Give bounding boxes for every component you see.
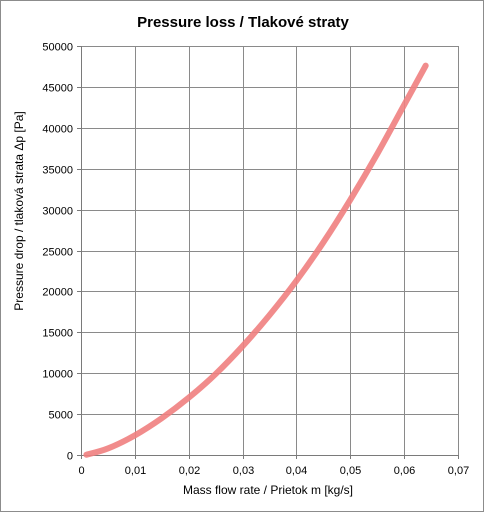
y-tick-label: 20000 bbox=[42, 287, 73, 299]
axes bbox=[77, 46, 459, 459]
x-tick-label: 0,04 bbox=[286, 465, 307, 477]
y-tick-label: 5000 bbox=[49, 410, 73, 422]
x-tick-label: 0 bbox=[78, 465, 84, 477]
y-tick-label: 30000 bbox=[42, 206, 73, 218]
y-tick-label: 50000 bbox=[42, 42, 73, 54]
y-axis-label: Pressure drop / tlaková strata Δp [Pa] bbox=[12, 111, 26, 310]
y-tick-label: 10000 bbox=[42, 369, 73, 381]
x-tick-label: 0,03 bbox=[233, 465, 254, 477]
y-tick-label: 35000 bbox=[42, 165, 73, 177]
y-tick-label: 45000 bbox=[42, 83, 73, 95]
x-tick-label: 0,01 bbox=[125, 465, 146, 477]
y-tick-label: 0 bbox=[67, 451, 73, 463]
x-tick-label: 0,07 bbox=[448, 465, 469, 477]
x-tick-label: 0,05 bbox=[340, 465, 361, 477]
y-tick-label: 25000 bbox=[42, 247, 73, 259]
series-line-0 bbox=[83, 62, 429, 458]
chart-title: Pressure loss / Tlakové straty bbox=[137, 14, 349, 31]
tick-labels: 0 5000 10000 15000 20000 25000 30000 35000 40000… bbox=[42, 42, 469, 478]
y-tick-label: 40000 bbox=[42, 124, 73, 136]
series-layer bbox=[83, 62, 429, 458]
x-tick-label: 0,02 bbox=[179, 465, 200, 477]
x-tick-label: 0,06 bbox=[394, 465, 415, 477]
x-axis-label: Mass flow rate / Prietok m [kg/s] bbox=[183, 483, 353, 497]
y-tick-label: 15000 bbox=[42, 328, 73, 340]
